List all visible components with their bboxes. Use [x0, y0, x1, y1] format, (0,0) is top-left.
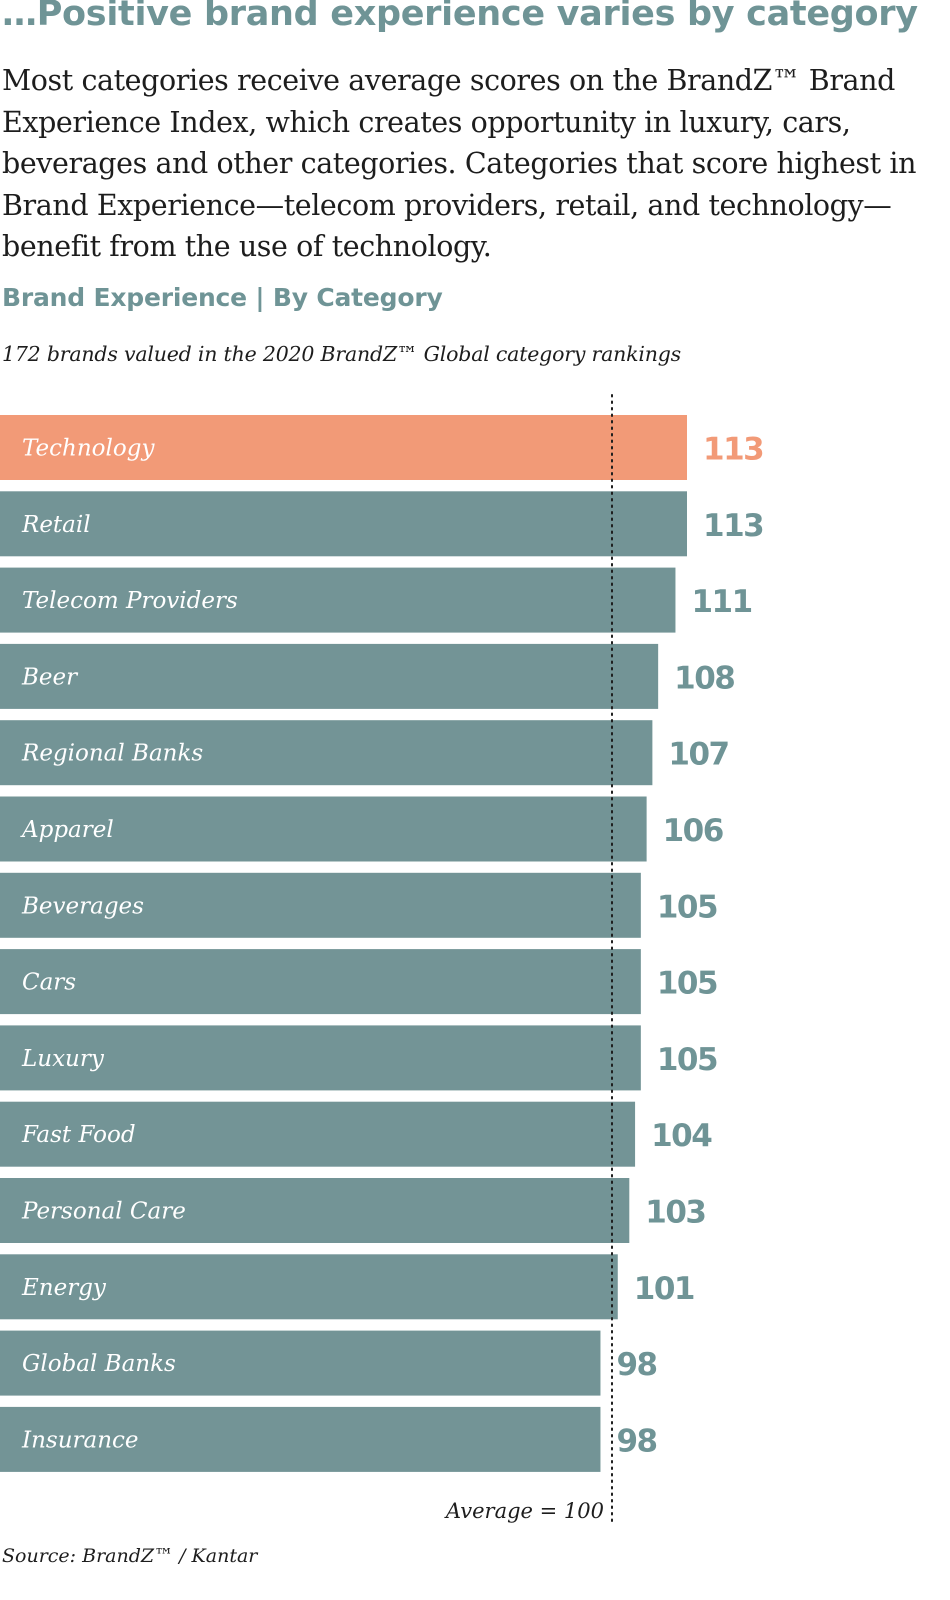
value-label: 113: [703, 432, 763, 468]
bar-label: Beverages: [21, 893, 144, 919]
bar-label: Telecom Providers: [22, 588, 238, 614]
bar-label: Energy: [21, 1275, 107, 1301]
bar-label: Cars: [22, 970, 76, 996]
average-reference-label: Average = 100: [444, 1499, 604, 1523]
bar-label: Fast Food: [21, 1122, 136, 1148]
value-label: 107: [668, 737, 728, 773]
bar-chart: Technology 113 Retail 113 Telecom Providers 1…: [0, 394, 765, 1526]
bar-label: Personal Care: [21, 1199, 186, 1225]
bar-retail: [0, 491, 687, 557]
value-label: 98: [616, 1347, 656, 1383]
bar-label: Retail: [21, 512, 91, 538]
intro-paragraph: Most categories receive average scores o…: [2, 64, 917, 263]
bar-label: Beer: [21, 664, 79, 690]
value-label: 103: [645, 1195, 705, 1231]
bar-luxury: [0, 1025, 641, 1091]
bar-insurance: [0, 1406, 601, 1472]
bar-personal-care: [0, 1178, 630, 1243]
value-label: 98: [616, 1423, 656, 1459]
value-label: 101: [634, 1271, 694, 1307]
bar-energy: [0, 1254, 618, 1320]
value-label: 111: [691, 584, 751, 620]
value-label: 108: [674, 660, 734, 696]
value-label: 105: [657, 889, 717, 925]
value-label: 105: [657, 966, 717, 1002]
bar-label: Regional Banks: [21, 741, 203, 767]
bar-cars: [0, 949, 641, 1015]
bar-regional-banks: [0, 720, 653, 786]
bar-telecom-providers: [0, 567, 676, 633]
bar-fast-food: [0, 1101, 636, 1167]
chart-title: Brand Experience | By Category: [2, 283, 443, 312]
bar-apparel: [0, 796, 647, 862]
bar-label: Luxury: [21, 1046, 105, 1072]
bar-label: Insurance: [21, 1427, 139, 1453]
headline: …Positive brand experience varies by cat…: [2, 0, 918, 34]
value-label: 104: [651, 1118, 712, 1154]
bar-label: Global Banks: [22, 1351, 176, 1377]
bar-global-banks: [0, 1330, 601, 1396]
bar-technology: [0, 415, 687, 480]
bar-beverages: [0, 872, 641, 938]
chart-subtitle: 172 brands valued in the 2020 BrandZ™ Gl…: [2, 342, 681, 366]
source-note: Source: BrandZ™ / Kantar: [2, 1545, 258, 1567]
bar-label: Apparel: [20, 817, 114, 843]
value-label: 105: [657, 1042, 717, 1078]
bar-label: Technology: [22, 436, 155, 462]
value-label: 113: [703, 508, 763, 544]
value-label: 106: [663, 813, 723, 849]
bar-beer: [0, 643, 659, 709]
